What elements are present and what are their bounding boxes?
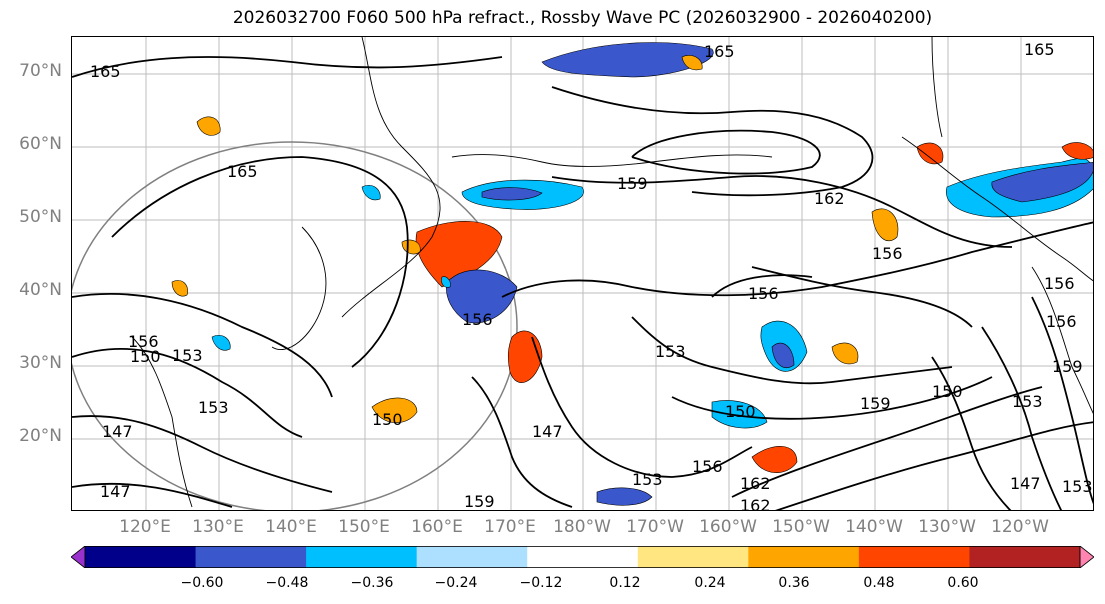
contour-label: 147 <box>102 422 133 441</box>
colorbar-tick: 0.24 <box>694 575 726 591</box>
contour-label: 165 <box>704 42 735 61</box>
lat-label-30n: 30°N <box>19 353 62 373</box>
lon-label-160w: 160°W <box>699 517 757 537</box>
contour-label: 150 <box>372 410 403 429</box>
lon-label-150e: 150°E <box>338 517 390 537</box>
colorbar-tick: −0.48 <box>265 575 309 591</box>
contour-label: 156 <box>1044 274 1075 293</box>
lon-label-120e: 120°E <box>119 517 171 537</box>
colorbar <box>71 546 1094 568</box>
contour-label: 153 <box>655 342 686 361</box>
lon-label-170e: 170°E <box>484 517 536 537</box>
colorbar-segment <box>306 546 418 568</box>
contour-label: 156 <box>462 310 493 329</box>
contour-label: 153 <box>1062 477 1093 496</box>
contour-label: 156 <box>748 284 779 303</box>
map-canvas: 165 165 165 165 159 162 156 156 156 156 … <box>72 37 1093 511</box>
colorbar-tick: −0.60 <box>180 575 224 591</box>
contour-label: 156 <box>1046 312 1077 331</box>
contour-label: 153 <box>632 470 663 489</box>
lon-label-140e: 140°E <box>265 517 317 537</box>
colorbar-segment <box>969 546 1081 568</box>
contour-label: 165 <box>227 162 258 181</box>
contour-label: 147 <box>532 422 563 441</box>
colorbar-tick: −0.24 <box>434 575 478 591</box>
lat-label-40n: 40°N <box>19 280 62 300</box>
contour-label: 153 <box>1012 392 1043 411</box>
contour-label: 156 <box>128 332 159 351</box>
contour-label: 150 <box>725 402 756 421</box>
lon-label-170w: 170°W <box>626 517 684 537</box>
gridlines <box>72 37 1093 510</box>
height-contours <box>72 56 1093 510</box>
colorbar-tick: 0.36 <box>778 575 810 591</box>
contour-label: 147 <box>1010 474 1041 493</box>
lat-label-50n: 50°N <box>19 207 62 227</box>
lon-label-140w: 140°W <box>845 517 903 537</box>
colorbar-tick: 0.60 <box>947 575 979 591</box>
colorbar-segments <box>71 546 1094 568</box>
anomaly-fill <box>171 42 1093 506</box>
contour-label: 153 <box>198 398 229 417</box>
coastlines <box>131 37 1093 508</box>
lon-label-150w: 150°W <box>772 517 830 537</box>
lat-label-70n: 70°N <box>19 61 62 81</box>
contour-label: 159 <box>1052 357 1083 376</box>
wave-packet-circle <box>72 141 518 510</box>
contour-label: 156 <box>872 244 903 263</box>
lat-label-20n: 20°N <box>19 426 62 446</box>
contour-label: 150 <box>932 382 963 401</box>
lon-label-180w: 180°W <box>553 517 611 537</box>
lon-label-120w: 120°W <box>991 517 1049 537</box>
colorbar-segment <box>195 546 307 568</box>
contour-label: 165 <box>90 62 121 81</box>
contour-label: 165 <box>1024 40 1055 59</box>
figure-title: 2026032700 F060 500 hPa refract., Rossby… <box>232 8 933 28</box>
colorbar-extend-max <box>1079 546 1094 568</box>
contour-label: 147 <box>100 482 131 501</box>
lon-label-130w: 130°W <box>918 517 976 537</box>
colorbar-segment <box>858 546 970 568</box>
contour-label: 159 <box>617 174 648 193</box>
colorbar-tick: −0.36 <box>350 575 394 591</box>
colorbar-segment <box>416 546 528 568</box>
colorbar-tick: −0.12 <box>519 575 563 591</box>
contour-label: 150 <box>130 347 161 366</box>
contour-label: 162 <box>814 189 845 208</box>
lon-label-160e: 160°E <box>411 517 463 537</box>
contour-label: 156 <box>692 457 723 476</box>
contour-label: 153 <box>172 346 203 365</box>
colorbar-segment <box>748 546 860 568</box>
colorbar-segment <box>527 546 639 568</box>
map-panel: 165 165 165 165 159 162 156 156 156 156 … <box>71 36 1094 511</box>
colorbar-segment <box>637 546 749 568</box>
colorbar-extend-min <box>71 546 86 568</box>
contour-label: 162 <box>740 496 771 511</box>
contour-label: 162 <box>740 474 771 493</box>
contour-label: 159 <box>464 492 495 511</box>
lat-label-60n: 60°N <box>19 134 62 154</box>
lon-label-130e: 130°E <box>192 517 244 537</box>
colorbar-tick: 0.48 <box>863 575 895 591</box>
colorbar-tick: 0.12 <box>609 575 641 591</box>
colorbar-segment <box>85 546 197 568</box>
colorbar-border <box>84 546 1081 568</box>
contour-label-group: 165 165 165 165 159 162 156 156 156 156 … <box>90 40 1093 511</box>
contour-label: 159 <box>860 394 891 413</box>
